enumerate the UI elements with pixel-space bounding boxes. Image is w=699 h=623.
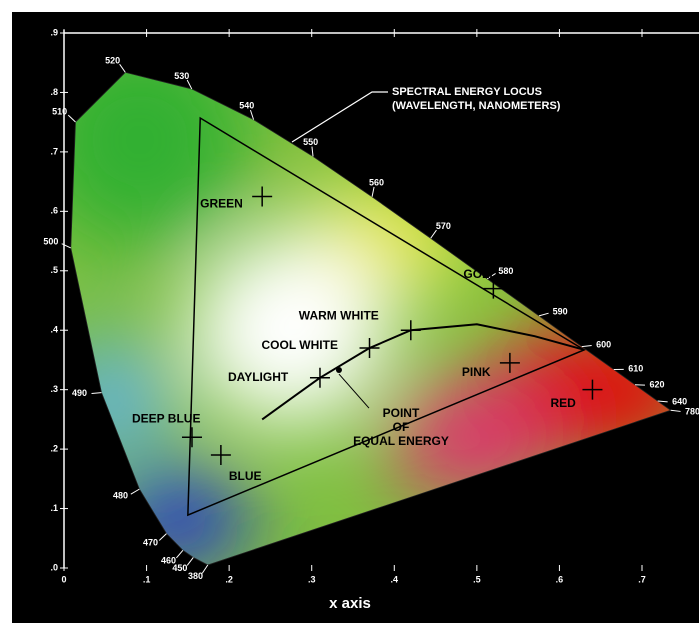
color-label: WARM WHITE: [299, 308, 379, 322]
color-label: RED: [550, 396, 576, 410]
leader-line: [338, 373, 370, 409]
locus-tick: [581, 345, 592, 348]
wavelength-label: 620: [649, 380, 664, 390]
equal-energy-point: [335, 367, 342, 374]
crosshair: [210, 445, 231, 466]
locus-tick: [176, 550, 184, 559]
locus-tick: [657, 400, 668, 403]
wavelength-label: 500: [43, 236, 58, 246]
x-tick-label: .1: [143, 574, 151, 584]
spectral-locus: [70, 71, 672, 566]
wavelength-label: 550: [303, 137, 318, 147]
locus-tick: [486, 273, 496, 280]
locus-tick: [91, 392, 102, 395]
wavelength-label: 450: [172, 563, 187, 573]
wavelength-label: 540: [239, 101, 254, 111]
wavelength-label: 780: [685, 406, 699, 416]
gamut-triangle: [187, 116, 586, 517]
y-tick-label: .8: [50, 87, 58, 97]
annotation: SPECTRAL ENERGY LOCUS: [392, 86, 542, 98]
annotation: EQUAL ENERGY: [353, 434, 449, 448]
y-tick-label: .2: [50, 443, 58, 453]
wavelength-label: 530: [174, 71, 189, 81]
color-label: DAYLIGHT: [228, 370, 289, 384]
locus-tick: [186, 79, 193, 90]
locus-tick: [119, 63, 126, 73]
y-tick-label: .5: [50, 265, 58, 275]
locus-tick: [249, 109, 255, 120]
locus-tick: [130, 488, 140, 495]
y-tick-label: .7: [50, 146, 58, 156]
x-axis-label: x axis: [329, 595, 371, 612]
wavelength-label: 460: [161, 555, 176, 565]
locus-tick: [538, 312, 549, 317]
locus-tick: [186, 557, 194, 566]
wavelength-label: 510: [52, 107, 67, 117]
wavelength-label: 490: [72, 388, 87, 398]
locus-tick: [670, 409, 681, 412]
wavelength-label: 600: [596, 340, 611, 350]
crosshair: [309, 367, 330, 388]
wavelength-label: 610: [628, 364, 643, 374]
wavelength-label: 470: [143, 538, 158, 548]
y-tick-label: .9: [50, 27, 58, 37]
annotation: OF: [393, 420, 410, 434]
color-label: GREEN: [200, 197, 243, 211]
wavelength-label: 480: [113, 491, 128, 501]
y-tick-label: .4: [50, 325, 58, 335]
color-label: DEEP BLUE: [132, 411, 200, 425]
y-tick-label: .3: [50, 384, 58, 394]
crosshair: [582, 379, 603, 400]
wavelength-label: 640: [672, 397, 687, 407]
color-label: GOLD: [463, 267, 498, 281]
y-tick-label: .0: [50, 562, 58, 572]
x-tick-label: .6: [556, 574, 564, 584]
x-tick-label: .2: [225, 574, 233, 584]
planckian-locus: [261, 323, 585, 421]
locus-tick: [311, 146, 314, 157]
wavelength-label: 560: [369, 177, 384, 187]
y-tick-label: .1: [50, 503, 58, 513]
plot: 0 .1 .2 .3 .4 .5 .6 .7 .0 .1 .2 .3 .4 .5 .6 .7 .8 .9 38045…: [43, 27, 699, 584]
locus-tick: [430, 229, 437, 239]
crosshair: [483, 278, 504, 299]
crosshair: [359, 338, 380, 359]
x-tick-label: .3: [308, 574, 316, 584]
crosshair: [400, 320, 421, 341]
locus-tick: [201, 564, 209, 574]
leader-line: [291, 91, 388, 143]
locus-tick: [67, 114, 76, 123]
color-label: BLUE: [229, 469, 262, 483]
locus-tick: [371, 186, 375, 197]
locus-tick: [158, 533, 167, 541]
crosshair: [499, 352, 520, 373]
wavelength-label: 520: [105, 55, 120, 65]
x-tick-label: .5: [473, 574, 481, 584]
x-tick-label: 0: [61, 574, 66, 584]
color-label: PINK: [462, 365, 491, 379]
wavelength-label: 570: [436, 221, 451, 231]
color-label: COOL WHITE: [262, 338, 338, 352]
annotation: (WAVELENGTH, NANOMETERS): [392, 100, 561, 112]
wavelength-label: 380: [188, 571, 203, 581]
locus-tick: [61, 243, 71, 249]
crosshair: [181, 427, 202, 448]
y-tick-label: .6: [50, 206, 58, 216]
crosshair: [252, 186, 273, 207]
wavelength-label: 590: [553, 306, 568, 316]
wavelength-label: 580: [498, 266, 513, 276]
x-tick-label: .4: [391, 574, 399, 584]
x-tick-label: .7: [638, 574, 646, 584]
annotation: POINT: [383, 406, 420, 420]
